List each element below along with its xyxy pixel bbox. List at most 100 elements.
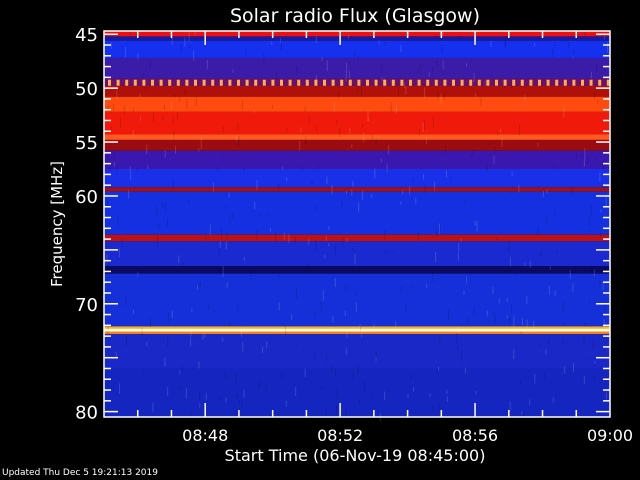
noise-streak xyxy=(375,356,377,362)
noise-streak xyxy=(545,348,547,355)
noise-streak xyxy=(583,158,585,167)
burst-mark xyxy=(563,79,567,86)
noise-streak xyxy=(526,296,528,305)
noise-streak xyxy=(476,220,478,232)
noise-streak xyxy=(106,199,108,207)
noise-streak xyxy=(132,309,134,314)
burst-mark xyxy=(581,79,584,86)
noise-streak xyxy=(328,226,330,231)
noise-streak xyxy=(321,56,323,61)
noise-streak xyxy=(438,401,440,412)
noise-streak xyxy=(413,387,415,392)
burst-mark xyxy=(194,79,197,86)
burst-mark xyxy=(391,79,395,86)
noise-streak xyxy=(205,234,207,241)
noise-streak xyxy=(460,237,462,242)
noise-streak xyxy=(597,99,599,104)
noise-streak xyxy=(422,122,424,132)
noise-streak xyxy=(357,82,359,93)
noise-streak xyxy=(381,65,383,74)
x-tick-label: 08:56 xyxy=(452,426,498,445)
noise-streak xyxy=(494,147,496,156)
noise-streak xyxy=(338,91,340,99)
burst-mark xyxy=(495,79,498,86)
noise-streak xyxy=(111,42,113,49)
burst-mark xyxy=(555,79,559,86)
noise-streak xyxy=(266,341,268,349)
noise-streak xyxy=(590,266,592,272)
noise-streak xyxy=(220,227,222,239)
noise-streak xyxy=(202,332,204,341)
noise-streak xyxy=(193,50,195,61)
noise-streak xyxy=(357,363,359,374)
noise-streak xyxy=(216,166,218,171)
noise-streak xyxy=(336,119,338,125)
noise-streak xyxy=(429,393,431,398)
noise-streak xyxy=(130,173,132,181)
noise-streak xyxy=(164,357,166,367)
noise-streak xyxy=(361,87,363,97)
noise-streak xyxy=(345,72,347,82)
noise-streak xyxy=(432,271,434,282)
noise-streak xyxy=(167,219,169,228)
noise-streak xyxy=(439,336,441,346)
noise-streak xyxy=(526,319,528,328)
noise-streak xyxy=(464,367,466,374)
band-7 xyxy=(104,111,610,135)
noise-streak xyxy=(236,135,238,141)
noise-streak xyxy=(107,105,109,110)
noise-streak xyxy=(444,91,446,100)
noise-streak xyxy=(513,349,515,360)
noise-streak xyxy=(240,326,242,337)
noise-streak xyxy=(345,284,347,292)
burst-mark xyxy=(452,79,455,86)
burst-mark xyxy=(606,79,610,86)
noise-streak xyxy=(511,171,513,177)
noise-streak xyxy=(137,266,139,277)
noise-streak xyxy=(419,64,421,71)
noise-streak xyxy=(572,55,574,59)
noise-streak xyxy=(179,95,181,101)
noise-streak xyxy=(152,402,154,413)
noise-streak xyxy=(493,155,495,165)
noise-streak xyxy=(540,250,542,257)
noise-streak xyxy=(442,32,444,37)
burst-mark xyxy=(477,79,481,86)
noise-streak xyxy=(225,205,227,210)
noise-streak xyxy=(591,71,593,79)
noise-streak xyxy=(196,334,198,339)
noise-streak xyxy=(375,351,377,362)
noise-streak xyxy=(232,214,234,218)
noise-streak xyxy=(417,69,419,74)
band-17 xyxy=(104,273,610,327)
noise-streak xyxy=(493,311,495,318)
band-22 xyxy=(104,368,610,417)
noise-streak xyxy=(524,94,526,106)
noise-streak xyxy=(539,342,541,347)
noise-streak xyxy=(388,145,390,155)
noise-streak xyxy=(318,165,320,170)
noise-streak xyxy=(182,261,184,266)
noise-streak xyxy=(415,197,417,205)
noise-streak xyxy=(494,315,496,324)
noise-streak xyxy=(546,189,548,194)
band-12 xyxy=(104,187,610,192)
noise-streak xyxy=(423,120,425,131)
noise-streak xyxy=(139,93,141,98)
y-tick-label: 70 xyxy=(75,295,98,316)
noise-streak xyxy=(104,152,106,162)
noise-streak xyxy=(222,126,224,133)
noise-streak xyxy=(156,235,158,247)
noise-streak xyxy=(170,100,172,111)
noise-streak xyxy=(582,154,584,161)
noise-streak xyxy=(158,222,160,229)
noise-streak xyxy=(504,40,506,48)
noise-streak xyxy=(332,316,334,322)
noise-streak xyxy=(367,110,369,122)
noise-streak xyxy=(508,241,510,252)
noise-streak xyxy=(457,253,459,261)
noise-streak xyxy=(466,63,468,67)
noise-streak xyxy=(446,396,448,402)
burst-mark xyxy=(400,79,404,86)
noise-streak xyxy=(554,42,556,48)
